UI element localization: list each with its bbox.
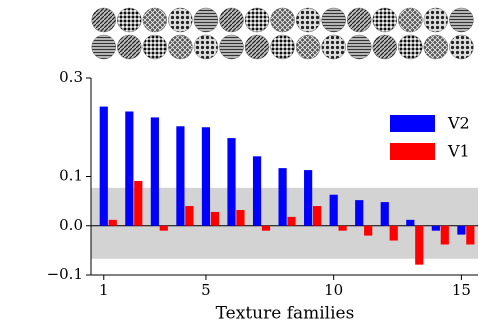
bar xyxy=(108,219,117,226)
texture-thumbnail xyxy=(423,34,449,60)
bar xyxy=(415,225,424,265)
texture-thumbnail xyxy=(193,7,219,33)
texture-thumbnail xyxy=(193,34,219,60)
texture-thumbnail xyxy=(244,7,270,33)
y-tick-label: 0.0 xyxy=(59,216,83,234)
bar xyxy=(355,200,364,226)
legend-swatch xyxy=(390,143,435,160)
legend-label: V1 xyxy=(447,142,470,161)
bar xyxy=(457,225,466,235)
bar xyxy=(312,206,322,226)
texture-thumbnail xyxy=(372,7,398,33)
bar xyxy=(201,127,211,226)
bar xyxy=(150,117,159,226)
texture-thumbnails xyxy=(91,7,474,60)
bar xyxy=(329,194,338,226)
texture-thumbnail xyxy=(295,7,321,33)
texture-thumbnail xyxy=(270,7,295,33)
texture-thumbnail xyxy=(321,7,346,33)
texture-thumbnail xyxy=(346,34,372,60)
texture-thumbnail xyxy=(91,34,117,60)
bar xyxy=(185,206,194,226)
bar xyxy=(99,106,108,226)
bar xyxy=(431,225,440,231)
bar xyxy=(440,225,449,245)
legend-label: V2 xyxy=(447,114,470,133)
texture-thumbnail xyxy=(91,7,117,33)
texture-thumbnail xyxy=(398,34,423,60)
texture-thumbnail xyxy=(295,34,321,60)
texture-thumbnail xyxy=(346,7,372,33)
bar xyxy=(406,219,415,226)
texture-thumbnail xyxy=(449,34,474,60)
texture-thumbnail xyxy=(142,7,168,33)
texture-thumbnail xyxy=(168,7,193,33)
legend-swatch xyxy=(390,115,435,132)
y-tick-label: 0.1 xyxy=(59,167,83,185)
bar xyxy=(466,225,475,245)
texture-thumbnail xyxy=(423,7,449,33)
texture-thumbnail xyxy=(117,7,142,33)
texture-thumbnail xyxy=(321,34,346,60)
bar xyxy=(176,126,185,226)
bar xyxy=(364,225,373,236)
x-axis-label: Texture families xyxy=(216,304,355,324)
texture-thumbnail xyxy=(244,34,270,60)
texture-thumbnail xyxy=(142,34,168,60)
texture-thumbnail xyxy=(398,7,423,33)
texture-thumbnail xyxy=(449,7,474,33)
y-tick-label: −0.1 xyxy=(47,265,83,283)
bar xyxy=(389,225,398,241)
bar xyxy=(380,202,389,226)
texture-thumbnail xyxy=(168,34,193,60)
x-tick-label: 15 xyxy=(452,281,471,299)
bar xyxy=(227,138,236,226)
texture-thumbnail xyxy=(219,34,244,60)
bar xyxy=(236,209,245,226)
bar xyxy=(261,225,271,231)
bar xyxy=(338,225,347,231)
x-tick-label: 10 xyxy=(324,281,343,299)
texture-thumbnail xyxy=(270,34,295,60)
bar xyxy=(252,156,262,226)
bar xyxy=(134,180,143,226)
bar xyxy=(287,216,296,226)
texture-thumbnail xyxy=(372,34,398,60)
y-tick-label: 0.3 xyxy=(59,68,83,86)
bar xyxy=(304,170,313,226)
bar xyxy=(210,211,219,226)
bar xyxy=(125,111,134,226)
texture-thumbnail xyxy=(117,34,142,60)
bar xyxy=(278,168,287,226)
x-tick-label: 5 xyxy=(201,281,211,299)
texture-thumbnail xyxy=(219,7,244,33)
bar xyxy=(159,225,168,231)
x-tick-label: 1 xyxy=(99,281,109,299)
